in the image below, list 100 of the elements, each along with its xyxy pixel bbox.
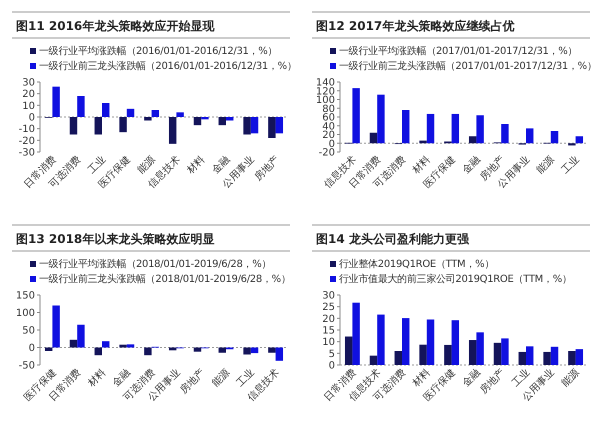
y-tick-label: -20 — [318, 148, 335, 158]
bar — [576, 136, 584, 144]
y-tick-label: -20 — [18, 136, 35, 147]
y-tick-label: -50 — [18, 360, 35, 372]
y-tick-label: 10 — [22, 100, 35, 112]
bar — [250, 348, 258, 354]
bar — [468, 340, 476, 365]
y-tick-label: 5 — [328, 348, 335, 360]
bar — [243, 117, 251, 134]
y-tick-label: 10 — [322, 337, 335, 348]
legend-label: 一级行业平均涨跌幅（2018/01/01-2019/6/28，%） — [39, 258, 272, 270]
bar — [402, 318, 410, 365]
bar — [352, 302, 360, 365]
bar — [501, 338, 509, 365]
x-tick-label: 能源 — [209, 366, 232, 390]
y-tick-label: 100 — [316, 95, 335, 106]
x-tick-label: 房地产 — [252, 154, 282, 184]
y-tick-label: 30 — [322, 290, 335, 302]
bar — [576, 349, 584, 365]
bar — [494, 342, 502, 365]
bar — [476, 115, 484, 144]
bar — [518, 352, 526, 365]
bar — [543, 352, 551, 365]
y-tick-label: 20 — [22, 89, 35, 100]
bar — [276, 348, 284, 361]
y-tick-label: 60 — [322, 112, 335, 124]
bar — [268, 117, 276, 138]
chart-title: 图14 龙头公司盈利能力更强 — [316, 232, 470, 246]
y-tick-label: -10 — [18, 124, 35, 136]
bar — [194, 348, 202, 352]
legend-label: 行业整体2019Q1ROE（TTM，%） — [339, 258, 494, 270]
bar — [226, 117, 234, 120]
y-tick-label: 25 — [322, 302, 335, 314]
bar — [419, 140, 427, 144]
bar — [276, 117, 284, 134]
bar — [501, 124, 509, 144]
bar — [77, 324, 85, 348]
bar — [102, 341, 110, 348]
bar — [144, 117, 152, 120]
bar — [370, 132, 378, 144]
y-tick-label: 0 — [28, 112, 35, 124]
chart-title: 图11 2016年龙头策略效应开始显现 — [16, 19, 216, 33]
bar — [243, 348, 251, 354]
y-tick-label: 100 — [16, 308, 35, 319]
bar — [526, 346, 534, 365]
bar — [94, 348, 102, 356]
bar — [52, 86, 60, 117]
y-tick-label: 150 — [16, 290, 35, 302]
y-tick-label: 15 — [322, 326, 335, 336]
x-tick-label: 工业 — [559, 154, 582, 176]
bar — [52, 306, 60, 348]
legend-label: 一级行业前三龙头涨跌幅（2018/01/01-2019/6/28，%） — [39, 273, 291, 285]
bar — [426, 320, 434, 365]
bar — [119, 117, 127, 132]
y-tick-label: 0 — [28, 343, 35, 354]
bar — [94, 117, 102, 134]
bar — [452, 114, 460, 144]
y-tick-label: 20 — [322, 130, 335, 141]
chart-title: 图12 2017年龙头策略效应继续占优 — [316, 19, 514, 33]
x-tick-label: 能源 — [534, 154, 557, 176]
bar — [144, 348, 152, 356]
bar — [344, 336, 352, 365]
x-tick-label: 材料 — [184, 154, 208, 177]
legend-label: 一级行业前三龙头涨跌幅（2016/01/01-2016/12/31，%） — [39, 60, 297, 72]
bar — [370, 356, 378, 365]
x-tick-label: 能源 — [559, 366, 582, 390]
bar — [176, 112, 184, 117]
y-tick-label: 20 — [322, 314, 335, 325]
legend-label: 一级行业平均涨跌幅（2016/01/01-2016/12/31，%） — [39, 45, 278, 57]
bar — [218, 117, 226, 126]
bar — [268, 348, 276, 353]
bar — [550, 346, 558, 365]
y-tick-label: 0 — [328, 360, 335, 372]
bar — [70, 117, 78, 134]
y-tick-label: 30 — [22, 78, 35, 88]
bar — [168, 348, 176, 350]
x-tick-label: 材料 — [84, 366, 108, 390]
bar — [194, 117, 202, 126]
legend-label: 行业市值最大的前三家公司2019Q1ROE（TTM，%） — [339, 273, 572, 285]
bar — [102, 103, 110, 117]
bar — [152, 110, 160, 117]
bar — [426, 114, 434, 144]
legend-label: 一级行业前三龙头涨跌幅（2017/01/01-2017/12/31，%） — [339, 60, 597, 72]
bar — [526, 128, 534, 144]
bar — [550, 131, 558, 144]
bar — [168, 117, 176, 144]
bar — [377, 94, 385, 144]
chart-title: 图13 2018年以来龙头策略效应明显 — [16, 232, 214, 246]
y-tick-label: 140 — [316, 78, 335, 88]
bar — [444, 344, 452, 365]
y-tick-label: -30 — [18, 148, 35, 158]
y-tick-label: 50 — [22, 326, 35, 336]
bar — [468, 136, 476, 144]
bar — [126, 108, 134, 117]
bar — [119, 344, 127, 348]
bar — [394, 351, 402, 365]
bar — [352, 88, 360, 144]
bar — [44, 348, 52, 351]
bar — [568, 351, 576, 365]
bar — [419, 344, 427, 365]
